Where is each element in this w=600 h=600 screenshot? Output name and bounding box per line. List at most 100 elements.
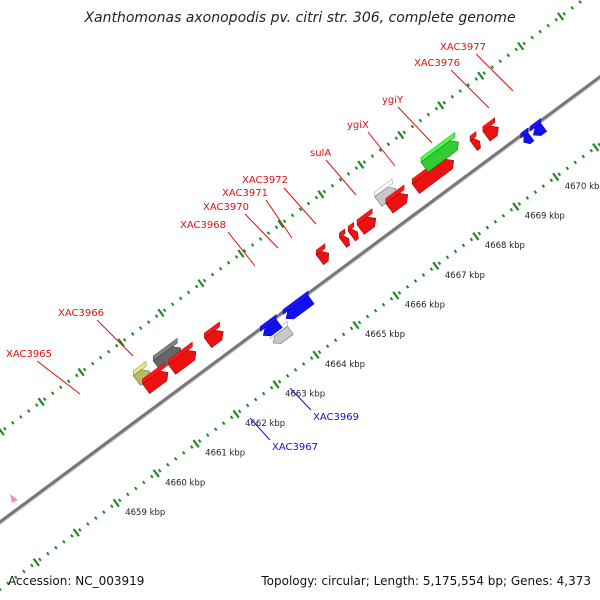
minor-tick bbox=[138, 326, 143, 330]
gene-feature bbox=[520, 127, 535, 145]
minor-tick bbox=[182, 451, 186, 455]
gene-labels: XAC3965 XAC3966 XAC3968 XAC3970 XAC3971 XAC39… bbox=[6, 42, 514, 453]
minor-tick bbox=[554, 17, 558, 22]
minor-tick bbox=[226, 260, 231, 265]
minor-tick bbox=[46, 551, 50, 556]
minor-tick bbox=[54, 545, 58, 550]
minor-tick bbox=[202, 278, 207, 283]
label-leader-line bbox=[367, 131, 396, 167]
gene-feature bbox=[385, 184, 409, 214]
minor-tick bbox=[522, 41, 526, 46]
gene-feature bbox=[420, 131, 459, 173]
major-tick bbox=[352, 320, 360, 330]
minor-tick bbox=[118, 498, 122, 503]
minor-tick bbox=[11, 420, 15, 425]
minor-tick bbox=[490, 65, 495, 70]
minor-tick bbox=[277, 379, 282, 384]
minor-tick bbox=[253, 397, 258, 402]
minor-tick bbox=[35, 403, 39, 407]
major-tick bbox=[552, 172, 560, 182]
gene-feature-top bbox=[339, 228, 346, 239]
gene-label: XAC3971 bbox=[222, 188, 268, 199]
minor-tick bbox=[213, 427, 218, 432]
minor-tick bbox=[158, 468, 162, 473]
minor-tick bbox=[221, 421, 226, 426]
position-marker-icon bbox=[10, 494, 18, 503]
major-tick bbox=[117, 338, 125, 347]
scale-label: 4670 kbp bbox=[565, 182, 600, 192]
minor-tick bbox=[570, 6, 574, 10]
minor-tick bbox=[197, 439, 202, 443]
minor-tick bbox=[298, 207, 303, 212]
scale-label: 4669 kbp bbox=[525, 212, 565, 222]
minor-tick bbox=[562, 11, 566, 16]
minor-tick bbox=[381, 302, 386, 307]
gene-features bbox=[132, 117, 548, 394]
scale-label: 4666 kbp bbox=[405, 301, 445, 311]
minor-tick bbox=[325, 344, 330, 349]
gene-feature-top bbox=[315, 243, 326, 256]
minor-tick bbox=[437, 261, 442, 266]
minor-tick bbox=[274, 225, 279, 230]
label-leader-line bbox=[397, 106, 433, 144]
topology-summary: Topology: circular; Length: 5,175,554 bp… bbox=[261, 574, 591, 588]
minor-tick bbox=[229, 415, 234, 420]
upper-tick-track bbox=[0, 0, 582, 436]
minor-tick bbox=[546, 23, 550, 28]
major-tick bbox=[157, 308, 165, 318]
gene-feature bbox=[529, 117, 548, 136]
gene-label: XAC3977 bbox=[440, 42, 486, 53]
minor-tick bbox=[285, 373, 290, 378]
minor-tick bbox=[245, 403, 250, 408]
major-tick bbox=[272, 380, 280, 389]
minor-tick bbox=[349, 326, 354, 331]
minor-tick bbox=[426, 112, 431, 117]
minor-tick bbox=[517, 202, 522, 206]
scale-label: 4665 kbp bbox=[365, 330, 405, 340]
scale-label: 4662 kbp bbox=[245, 419, 285, 429]
minor-tick bbox=[445, 255, 450, 260]
minor-tick bbox=[405, 285, 410, 289]
minor-tick bbox=[58, 385, 63, 390]
minor-tick bbox=[269, 385, 274, 390]
minor-tick bbox=[514, 47, 518, 52]
minor-tick bbox=[565, 166, 570, 171]
minor-tick bbox=[189, 445, 194, 449]
minor-tick bbox=[86, 522, 90, 526]
minor-tick bbox=[0, 587, 2, 592]
major-tick bbox=[317, 190, 325, 199]
genome-title: Xanthomonas axonopodis pv. citri str. 30… bbox=[84, 10, 516, 26]
minor-tick bbox=[541, 184, 546, 189]
gene-feature-body bbox=[262, 319, 283, 337]
gene-feature-body bbox=[347, 228, 359, 242]
gene-feature bbox=[315, 243, 329, 266]
minor-tick bbox=[38, 557, 42, 562]
minor-tick bbox=[357, 320, 362, 325]
minor-tick bbox=[14, 575, 18, 580]
backbone-line bbox=[0, 74, 600, 524]
major-tick bbox=[32, 558, 40, 567]
minor-tick bbox=[501, 213, 506, 218]
major-tick bbox=[357, 160, 365, 169]
major-tick bbox=[432, 261, 440, 271]
gene-feature-body bbox=[339, 235, 351, 248]
gene-feature bbox=[152, 337, 182, 371]
gene-feature-body bbox=[142, 370, 169, 394]
gene-feature bbox=[339, 228, 351, 248]
minor-tick bbox=[150, 474, 154, 479]
gene-feature-top bbox=[132, 360, 147, 377]
major-tick bbox=[512, 202, 520, 211]
minor-tick bbox=[43, 397, 47, 402]
minor-tick bbox=[477, 231, 482, 236]
minor-tick bbox=[314, 195, 319, 200]
minor-tick bbox=[410, 124, 415, 129]
gene-feature-body bbox=[385, 193, 409, 214]
scale-label: 4661 kbp bbox=[205, 449, 245, 459]
scale-label: 4663 kbp bbox=[285, 389, 325, 399]
minor-tick bbox=[162, 308, 167, 313]
scale-label: 4667 kbp bbox=[445, 271, 485, 281]
label-leader-line bbox=[96, 319, 134, 357]
minor-tick bbox=[498, 59, 502, 64]
